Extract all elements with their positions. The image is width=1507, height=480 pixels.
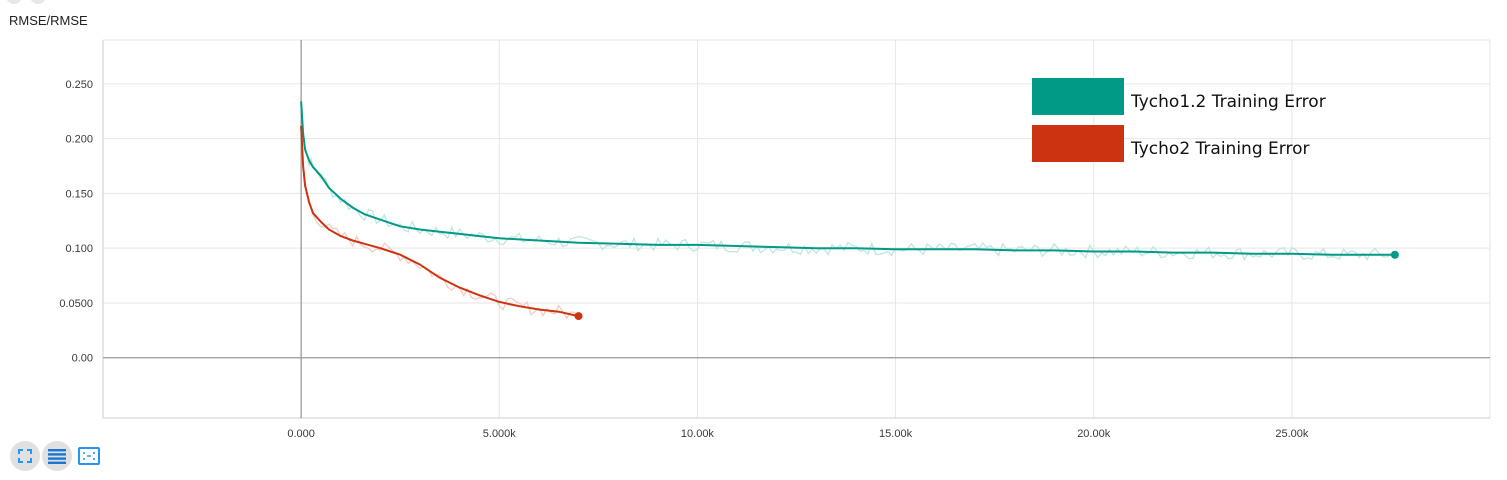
legend-label: Tycho2 Training Error	[1130, 139, 1309, 159]
menu-icon[interactable]	[30, 0, 46, 4]
x-tick-label: 0.000	[287, 428, 315, 440]
chart-title: RMSE/RMSE	[9, 13, 88, 28]
top-controls	[0, 0, 80, 6]
fullscreen-icon	[18, 449, 32, 463]
series-2	[300, 124, 583, 321]
x-tick-label: 10.00k	[681, 428, 715, 440]
y-tick-label: 0.100	[65, 243, 93, 255]
series-layer	[300, 101, 1399, 321]
series-raw-line	[300, 101, 1396, 262]
series-line	[300, 101, 1395, 256]
toggle-log-button[interactable]	[42, 441, 72, 471]
legend-swatch	[1032, 125, 1124, 162]
y-tick-label: 0.150	[65, 188, 93, 200]
series-end-point	[1390, 250, 1399, 259]
fit-domain-icon	[78, 447, 100, 465]
fit-domain-button[interactable]	[74, 441, 104, 471]
y-tick-label: 0.00	[72, 353, 93, 365]
y-tick-label: 0.200	[65, 134, 93, 146]
legend-label: Tycho1.2 Training Error	[1130, 92, 1326, 112]
series-raw-line	[300, 124, 579, 320]
x-tick-label: 15.00k	[879, 428, 913, 440]
x-tick-label: 20.00k	[1077, 428, 1111, 440]
list-icon	[48, 449, 66, 464]
legend-swatch	[1032, 78, 1124, 115]
tick-labels: 0.00 0.0500 0.100 0.150 0.200 0.250 0.000 5.000…	[59, 79, 1309, 440]
collapse-icon[interactable]	[6, 0, 22, 4]
fullscreen-button[interactable]	[10, 441, 40, 471]
x-tick-label: 25.00k	[1275, 428, 1309, 440]
x-tick-label: 5.000k	[483, 428, 517, 440]
series-end-point	[574, 312, 583, 321]
series-line	[300, 125, 579, 318]
legend: Tycho1.2 Training Error Tycho2 Training E…	[1032, 78, 1326, 162]
series-1	[300, 101, 1399, 262]
y-tick-label: 0.0500	[59, 298, 93, 310]
y-tick-label: 0.250	[65, 79, 93, 91]
